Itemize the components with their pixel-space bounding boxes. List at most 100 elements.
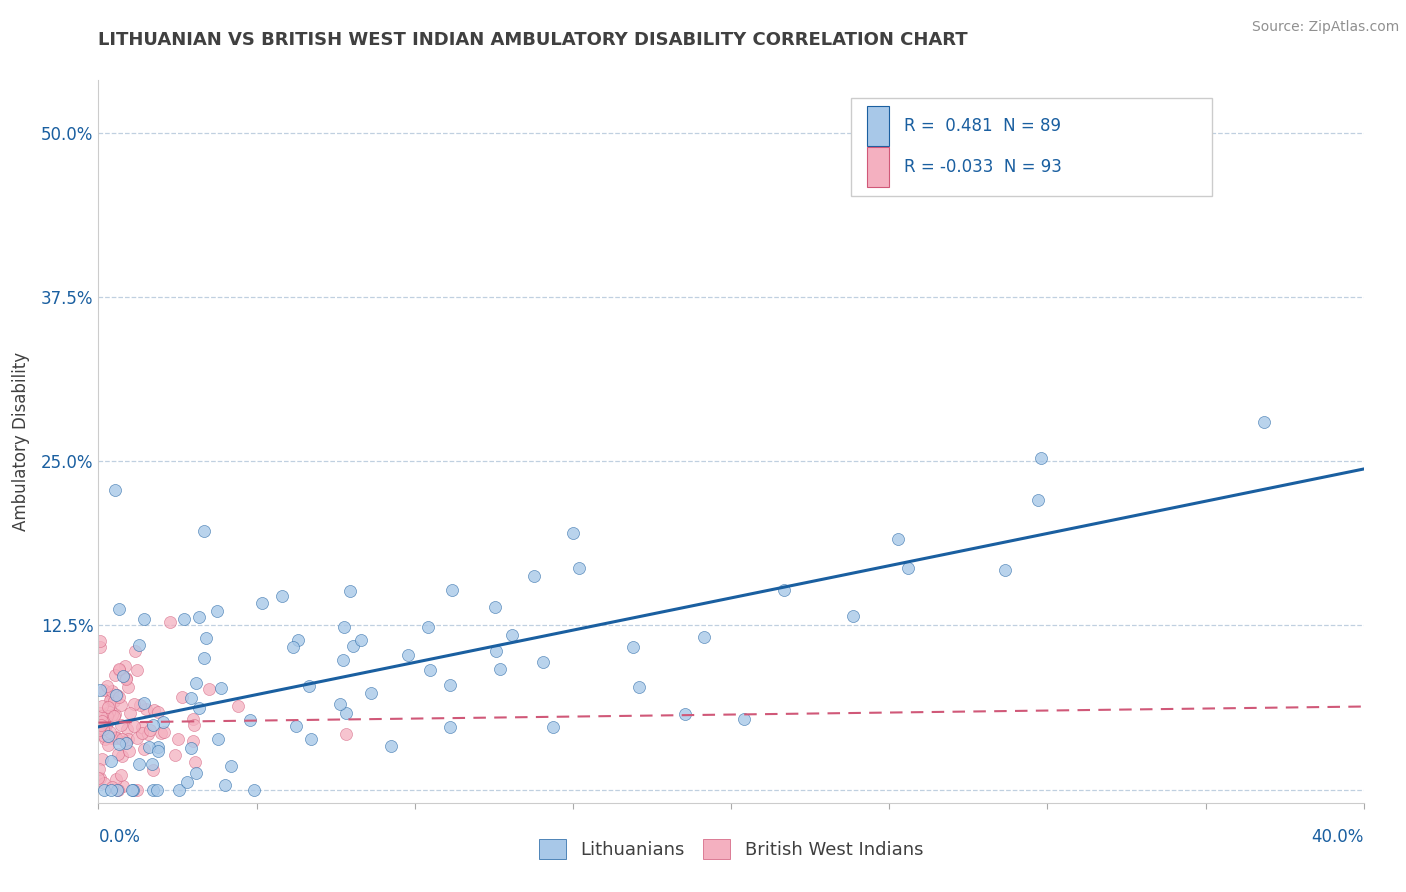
Point — [531, 655, 554, 669]
Point — [205, 604, 228, 618]
Point — [101, 731, 124, 745]
Point — [214, 778, 236, 792]
Point — [117, 680, 139, 694]
Point — [418, 620, 440, 634]
Point — [124, 644, 146, 658]
Point — [396, 648, 419, 662]
Point — [183, 718, 205, 732]
Point — [184, 676, 207, 690]
Point — [131, 726, 153, 740]
Bar — [866, 147, 889, 186]
Point — [96, 709, 118, 723]
Legend: Lithuanians, British West Indians: Lithuanians, British West Indians — [531, 831, 931, 866]
Point — [773, 582, 796, 597]
Point — [621, 640, 644, 655]
Point — [107, 782, 129, 797]
Point — [121, 782, 143, 797]
Point — [298, 679, 321, 693]
Text: R =  0.481  N = 89: R = 0.481 N = 89 — [904, 117, 1062, 135]
Point — [693, 630, 716, 644]
Point — [250, 596, 273, 610]
Point — [93, 776, 115, 790]
Point — [209, 681, 232, 695]
Point — [122, 718, 145, 732]
Point — [207, 732, 229, 747]
Point — [439, 720, 461, 734]
Text: Source: ZipAtlas.com: Source: ZipAtlas.com — [1251, 20, 1399, 34]
Point — [87, 723, 110, 737]
Point — [105, 730, 128, 744]
Point — [131, 720, 153, 734]
Point — [360, 686, 382, 700]
Point — [180, 691, 202, 706]
Point — [183, 733, 205, 747]
Bar — [851, 98, 1212, 196]
Point — [183, 756, 205, 770]
Point — [284, 719, 307, 733]
Point — [287, 633, 309, 648]
Point — [167, 782, 190, 797]
Point — [93, 729, 115, 743]
Point — [142, 763, 165, 777]
Point — [117, 744, 139, 758]
Point — [122, 697, 145, 711]
Point — [114, 734, 136, 748]
Point — [335, 727, 357, 741]
Point — [108, 602, 131, 616]
Point — [93, 683, 115, 698]
Point — [89, 706, 111, 720]
Point — [105, 688, 128, 702]
Point — [111, 779, 134, 793]
Point — [841, 608, 863, 623]
Point — [166, 731, 188, 746]
Point — [101, 684, 124, 698]
Point — [243, 782, 266, 797]
Point — [628, 680, 651, 694]
Point — [128, 756, 150, 771]
Point — [112, 669, 135, 683]
Point — [138, 740, 160, 755]
Point — [89, 634, 111, 648]
Point — [139, 723, 162, 737]
Point — [350, 633, 373, 648]
Point — [104, 706, 127, 721]
Point — [105, 782, 128, 797]
Point — [110, 768, 132, 782]
Point — [89, 772, 111, 786]
Point — [146, 744, 169, 758]
Point — [159, 615, 181, 630]
Point — [439, 678, 461, 692]
Point — [91, 723, 114, 737]
Point — [104, 668, 127, 682]
Point — [100, 690, 122, 705]
Point — [380, 739, 402, 753]
Text: LITHUANIAN VS BRITISH WEST INDIAN AMBULATORY DISABILITY CORRELATION CHART: LITHUANIAN VS BRITISH WEST INDIAN AMBULA… — [98, 31, 969, 49]
Point — [122, 782, 145, 797]
Point — [142, 718, 165, 732]
Point — [193, 651, 215, 665]
Point — [484, 599, 506, 614]
Point — [90, 718, 112, 732]
Point — [91, 722, 114, 736]
Point — [101, 687, 124, 701]
Point — [96, 679, 118, 693]
Point — [335, 706, 357, 720]
Point — [115, 671, 138, 685]
Point — [219, 759, 242, 773]
Bar — [866, 106, 889, 145]
Point — [339, 583, 361, 598]
Point — [114, 659, 136, 673]
Point — [281, 640, 304, 654]
Point — [193, 524, 215, 538]
Point — [87, 771, 110, 785]
Point — [127, 663, 149, 677]
Point — [125, 782, 148, 797]
Point — [142, 782, 165, 797]
Point — [115, 672, 138, 686]
Point — [103, 483, 125, 497]
Point — [239, 713, 262, 727]
Point — [173, 612, 195, 626]
Point — [132, 696, 155, 710]
Point — [733, 712, 755, 726]
Point — [107, 747, 129, 762]
